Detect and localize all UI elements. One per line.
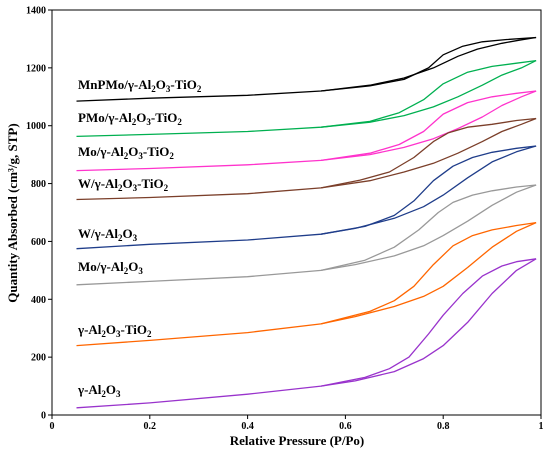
series-3-desorption-line [320,117,537,189]
x-tick-label: 0.2 [144,421,157,432]
series-0-desorption-line [320,36,537,92]
series-1-desorption-line [320,59,537,128]
series-label-pmo-al2o3-tio2: PMo/γ-Al2O3-TiO2 [78,110,182,127]
x-axis-title: Relative Pressure (P/Po) [230,433,365,448]
series-5-desorption-line [320,184,537,272]
series-label-w-al2o3-tio2: W/γ-Al2O3-TiO2 [78,176,169,193]
series-label-mnpmo-al2o3-tio2: MnPMo/γ-Al2O3-TiO2 [78,77,202,94]
series-label-al2o3-tio2: γ-Al2O3-TiO2 [77,322,152,339]
x-tick-label: 0.6 [339,421,352,432]
series-5-adsorption-line [76,184,537,286]
series-7-desorption-line [320,258,537,387]
series-label-mo-al2o3-tio2: Mo/γ-Al2O3-TiO2 [78,144,174,161]
y-tick-label: 1000 [26,121,46,132]
series-label-w-al2o3: W/γ-Al2O3 [78,226,138,243]
series-3-adsorption-line [76,117,537,201]
y-tick-label: 1200 [26,63,46,74]
y-tick-label: 0 [41,411,46,422]
series-6-desorption-line [320,221,537,325]
series-6-adsorption-line [76,222,537,347]
plot-border [51,9,542,416]
y-tick-label: 800 [31,179,46,190]
series-label-al2o3: γ-Al2O3 [77,382,121,399]
series-label-mo-al2o3: Mo/γ-Al2O3 [78,259,143,276]
x-tick-label: 0.4 [241,421,254,432]
series-2-desorption-line [320,90,537,162]
x-tick-label: 1 [539,421,544,432]
y-tick-label: 600 [31,237,46,248]
series-2-adsorption-line [76,90,537,172]
axis-ticks: 0 0.2 0.4 0.6 0.8 1 0 200 400 600 800 1000 1200 1400 [26,6,544,433]
x-tick-label: 0.8 [437,421,450,432]
plot-area [51,9,542,416]
y-tick-label: 1400 [26,6,46,17]
x-tick-label: 0 [50,421,55,432]
series-7-adsorption-line [76,258,537,409]
series-1-adsorption-line [76,60,537,138]
series-curves [76,36,537,409]
series-4-desorption-line [320,145,537,235]
y-tick-label: 400 [31,295,46,306]
y-axis-title: Quantity Absorbed (cm³/g, STP) [5,123,20,302]
series-4-adsorption-line [76,145,537,250]
y-tick-label: 200 [31,353,46,364]
